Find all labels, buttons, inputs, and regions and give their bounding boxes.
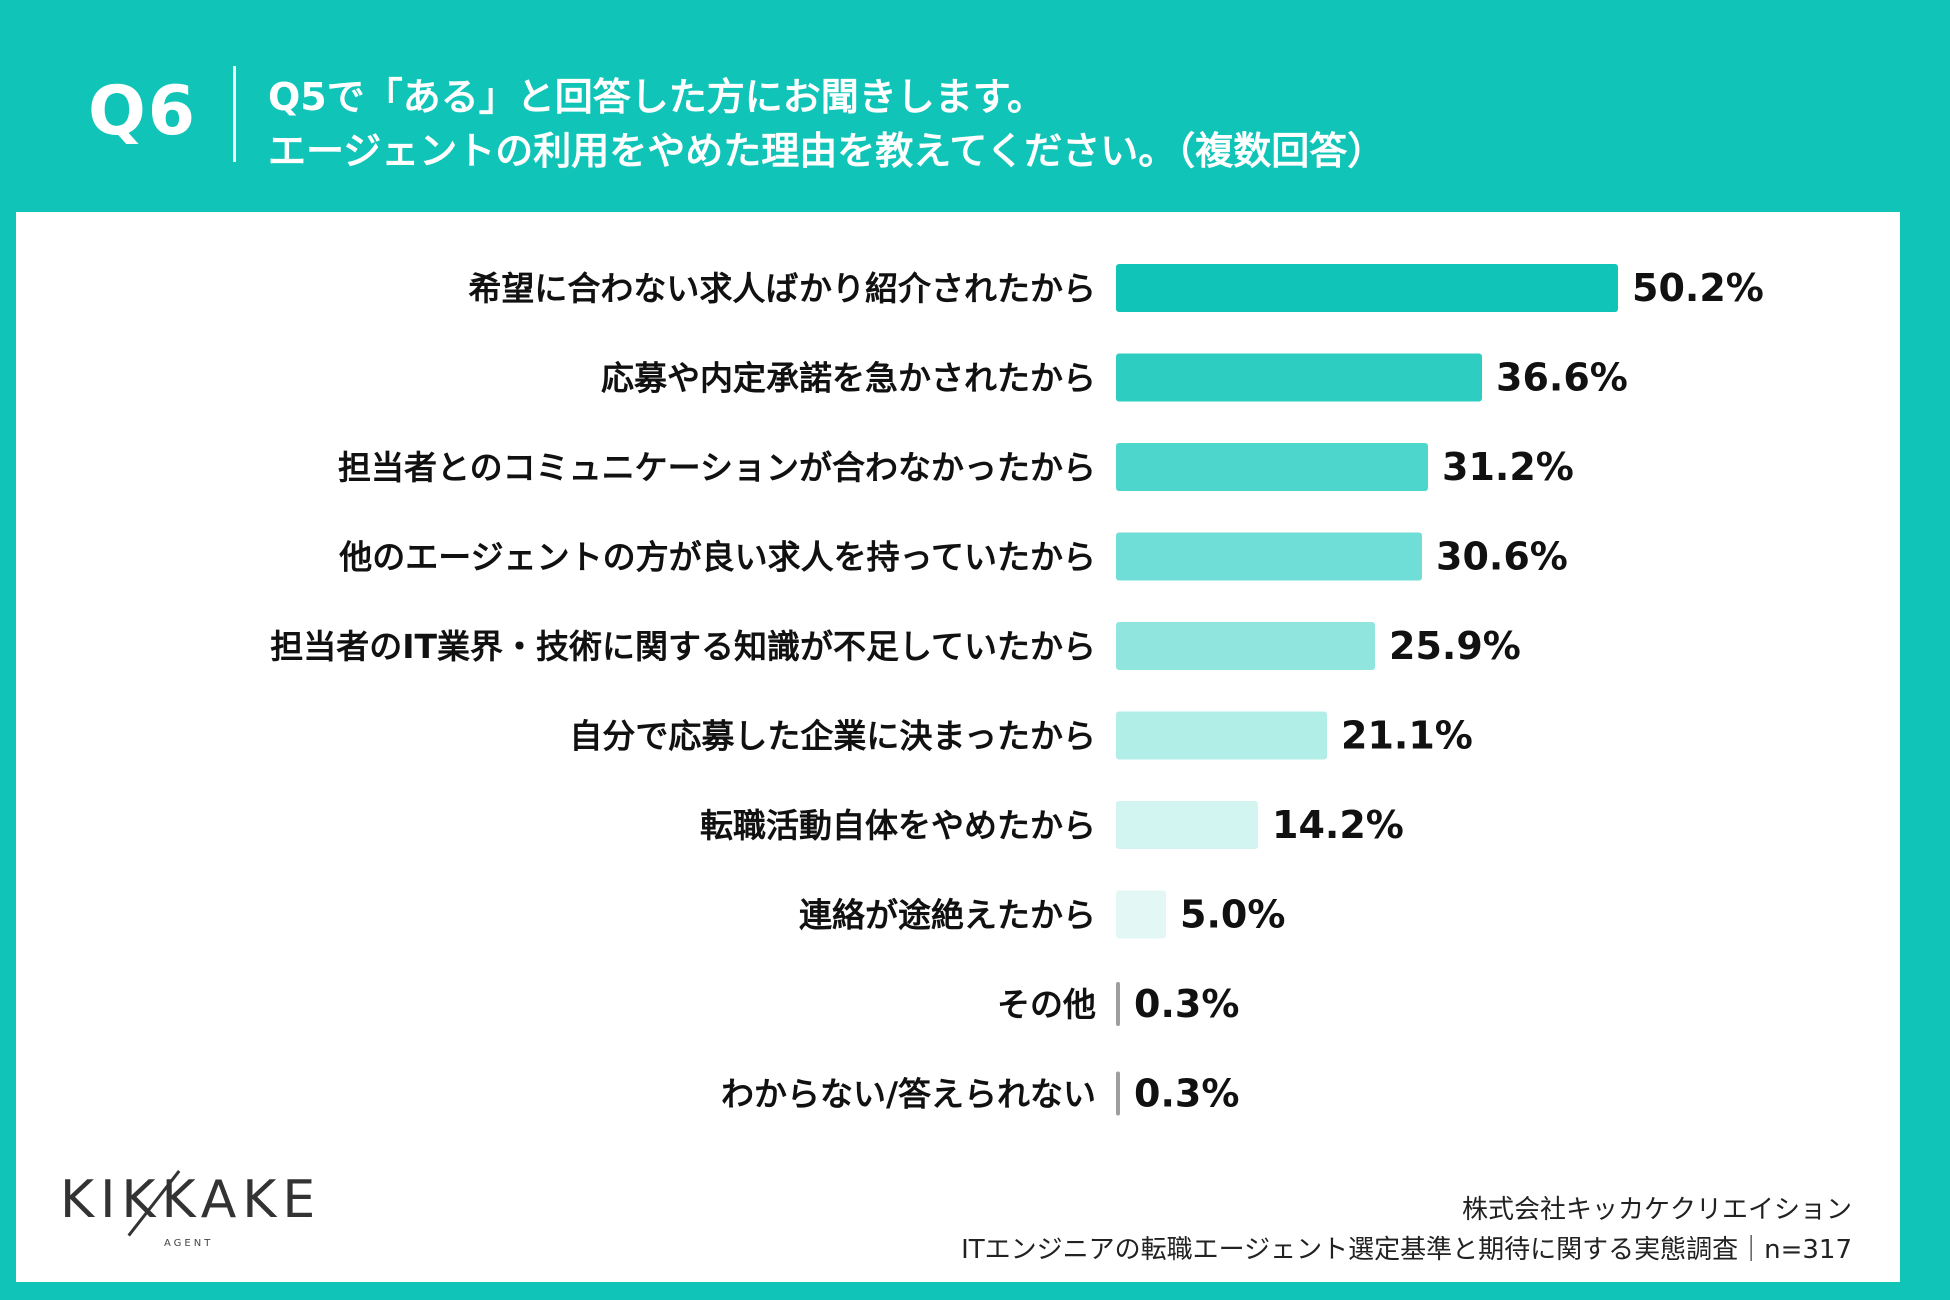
source-credit: 株式会社キッカケクリエイション ITエンジニアの転職エージェント選定基準と期待に…: [961, 1190, 1852, 1270]
bar: [1116, 1071, 1120, 1116]
value-label: 31.2%: [1442, 445, 1574, 489]
title-line-1: Q5で「ある」と回答した方にお聞きします。: [268, 75, 1045, 119]
category-label: その他: [997, 985, 1096, 1024]
header-divider: [233, 66, 236, 162]
bar-chart: 希望に合わない求人ばかり紹介されたから 50.2% 応募や内定承諾を急かされたから 3…: [270, 264, 1764, 1116]
logo-wordmark: KIKKAKE: [60, 1170, 322, 1230]
category-label: 応募や内定承諾を急かされたから: [601, 359, 1096, 398]
header: Q6 Q5で「ある」と回答した方にお聞きします。 エージェントの利用をやめた理由…: [0, 0, 1950, 212]
title-line-2: エージェントの利用をやめた理由を教えてください。（複数回答）: [268, 129, 1386, 173]
category-label: 転職活動自体をやめたから: [700, 806, 1096, 845]
bar: [1116, 532, 1422, 581]
question-number: Q6: [88, 72, 198, 151]
value-label: 14.2%: [1272, 803, 1404, 847]
value-label: 5.0%: [1180, 893, 1285, 937]
category-label: わからない/答えられない: [721, 1075, 1096, 1114]
bar: [1116, 890, 1166, 939]
value-label: 30.6%: [1436, 535, 1568, 579]
bar: [1116, 622, 1375, 670]
survey-name: ITエンジニアの転職エージェント選定基準と期待に関する実態調査｜n=317: [961, 1235, 1852, 1265]
category-label: 自分で応募した企業に決まったから: [569, 717, 1096, 756]
bar: [1116, 443, 1428, 491]
bar: [1116, 264, 1618, 312]
value-label: 0.3%: [1134, 982, 1239, 1026]
value-label: 0.3%: [1134, 1072, 1239, 1116]
question-title: Q5で「ある」と回答した方にお聞きします。 エージェントの利用をやめた理由を教え…: [268, 70, 1385, 178]
category-label: 連絡が途絶えたから: [799, 896, 1096, 935]
category-label: 担当者のIT業界・技術に関する知識が不足していたから: [270, 627, 1096, 666]
bar: [1116, 711, 1327, 760]
kikkake-logo: KIKKAKE AGENT: [60, 1170, 330, 1260]
value-label: 36.6%: [1496, 356, 1628, 400]
value-label: 21.1%: [1341, 714, 1473, 758]
bar: [1116, 353, 1482, 402]
category-label: 他のエージェントの方が良い求人を持っていたから: [338, 538, 1096, 577]
value-label: 50.2%: [1632, 266, 1764, 310]
bar: [1116, 801, 1258, 849]
chart-panel: 希望に合わない求人ばかり紹介されたから 50.2% 応募や内定承諾を急かされたから 3…: [16, 212, 1900, 1282]
value-label: 25.9%: [1389, 624, 1521, 668]
category-label: 希望に合わない求人ばかり紹介されたから: [468, 269, 1096, 308]
company-name: 株式会社キッカケクリエイション: [1461, 1195, 1852, 1225]
category-label: 担当者とのコミュニケーションが合わなかったから: [338, 448, 1096, 487]
bar: [1116, 982, 1120, 1026]
logo-subtitle: AGENT: [164, 1238, 214, 1249]
